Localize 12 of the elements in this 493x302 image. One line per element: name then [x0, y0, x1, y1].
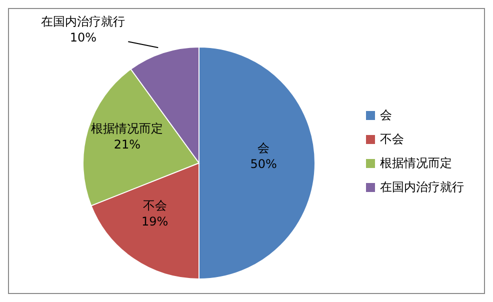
- slice-label: 不会: [142, 198, 167, 213]
- legend-label: 在国内治疗就行: [380, 179, 464, 196]
- slice-label: 会: [258, 141, 270, 155]
- data-label: 21%: [114, 138, 140, 152]
- slice-label: 在国内治疗就行: [41, 14, 126, 29]
- data-label: 19%: [142, 214, 168, 229]
- data-label: 10%: [70, 30, 96, 45]
- legend-label: 根据情况而定: [380, 155, 452, 172]
- legend-label: 会: [380, 107, 392, 124]
- data-label: 50%: [250, 157, 277, 171]
- legend-label: 不会: [380, 131, 404, 148]
- slice-label: 根据情况而定: [91, 122, 164, 136]
